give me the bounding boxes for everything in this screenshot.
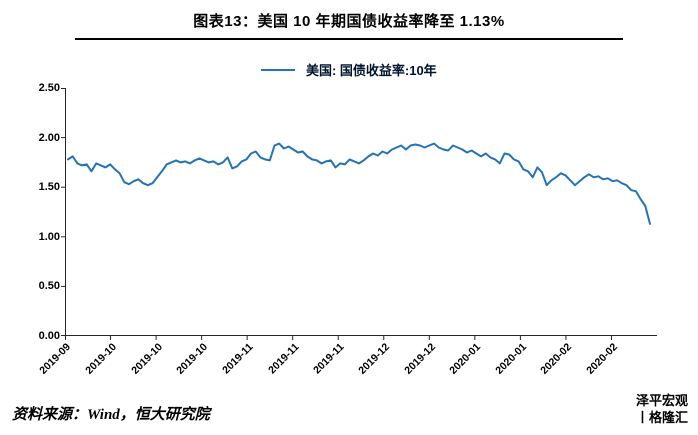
x-axis-tick-label: 2019-11 (265, 341, 302, 377)
y-axis-tick-label: 1.00 (38, 230, 60, 243)
x-axis-tick-label: 2019-11 (220, 341, 256, 377)
watermark-line2: 丨格隆汇 (635, 410, 688, 425)
x-axis-tick-label: 2019-12 (402, 341, 438, 377)
line-chart (61, 88, 657, 340)
x-axis-tick-label: 2020-02 (584, 341, 620, 377)
y-axis-tick-label: 1.50 (38, 181, 60, 194)
x-axis-tick-label: 2020-01 (493, 341, 529, 377)
chart-legend: 美国: 国债收益率:10年 (0, 60, 698, 79)
yield-line (67, 142, 651, 225)
x-axis-tick-label: 2019-10 (174, 341, 211, 377)
x-axis-tick-label: 2019-10 (83, 341, 120, 377)
legend-line-swatch (261, 68, 296, 71)
plot-area (61, 88, 657, 340)
x-axis-tick-label: 2019-12 (356, 341, 393, 377)
y-axis-labels: 0.00 0.50 1.00 1.50 2.00 2.50 (18, 82, 60, 342)
y-axis-tick-label: 2.00 (38, 131, 60, 144)
title-block: 图表13：美国 10 年期国债收益率降至 1.13% (75, 10, 623, 40)
source-note: 资料来源：Wind，恒大研究院 (12, 407, 210, 423)
watermark-line1: 泽平宏观 (635, 393, 688, 408)
legend-label: 美国: 国债收益率:10年 (305, 63, 437, 78)
watermark: 泽平宏观 丨格隆汇 (636, 392, 688, 426)
chart-title: 图表13：美国 10 年期国债收益率降至 1.13% (193, 13, 505, 30)
x-axis-tick-label: 2019-11 (311, 341, 347, 377)
x-axis-tick-label: 2020-02 (538, 341, 575, 377)
x-axis-tick-label: 2019-10 (128, 341, 165, 377)
x-axis-tick-label: 2020-01 (447, 341, 484, 377)
y-axis-tick-label: 2.50 (38, 82, 60, 94)
y-axis-tick-label: 0.50 (38, 280, 60, 293)
y-axis-tick-label: 0.00 (38, 330, 60, 342)
x-axis-tick-label: 2019-09 (37, 341, 74, 377)
x-axis-labels: 2019-09 2019-10 2019-10 2019-10 2019-11 2019-… (38, 341, 657, 381)
